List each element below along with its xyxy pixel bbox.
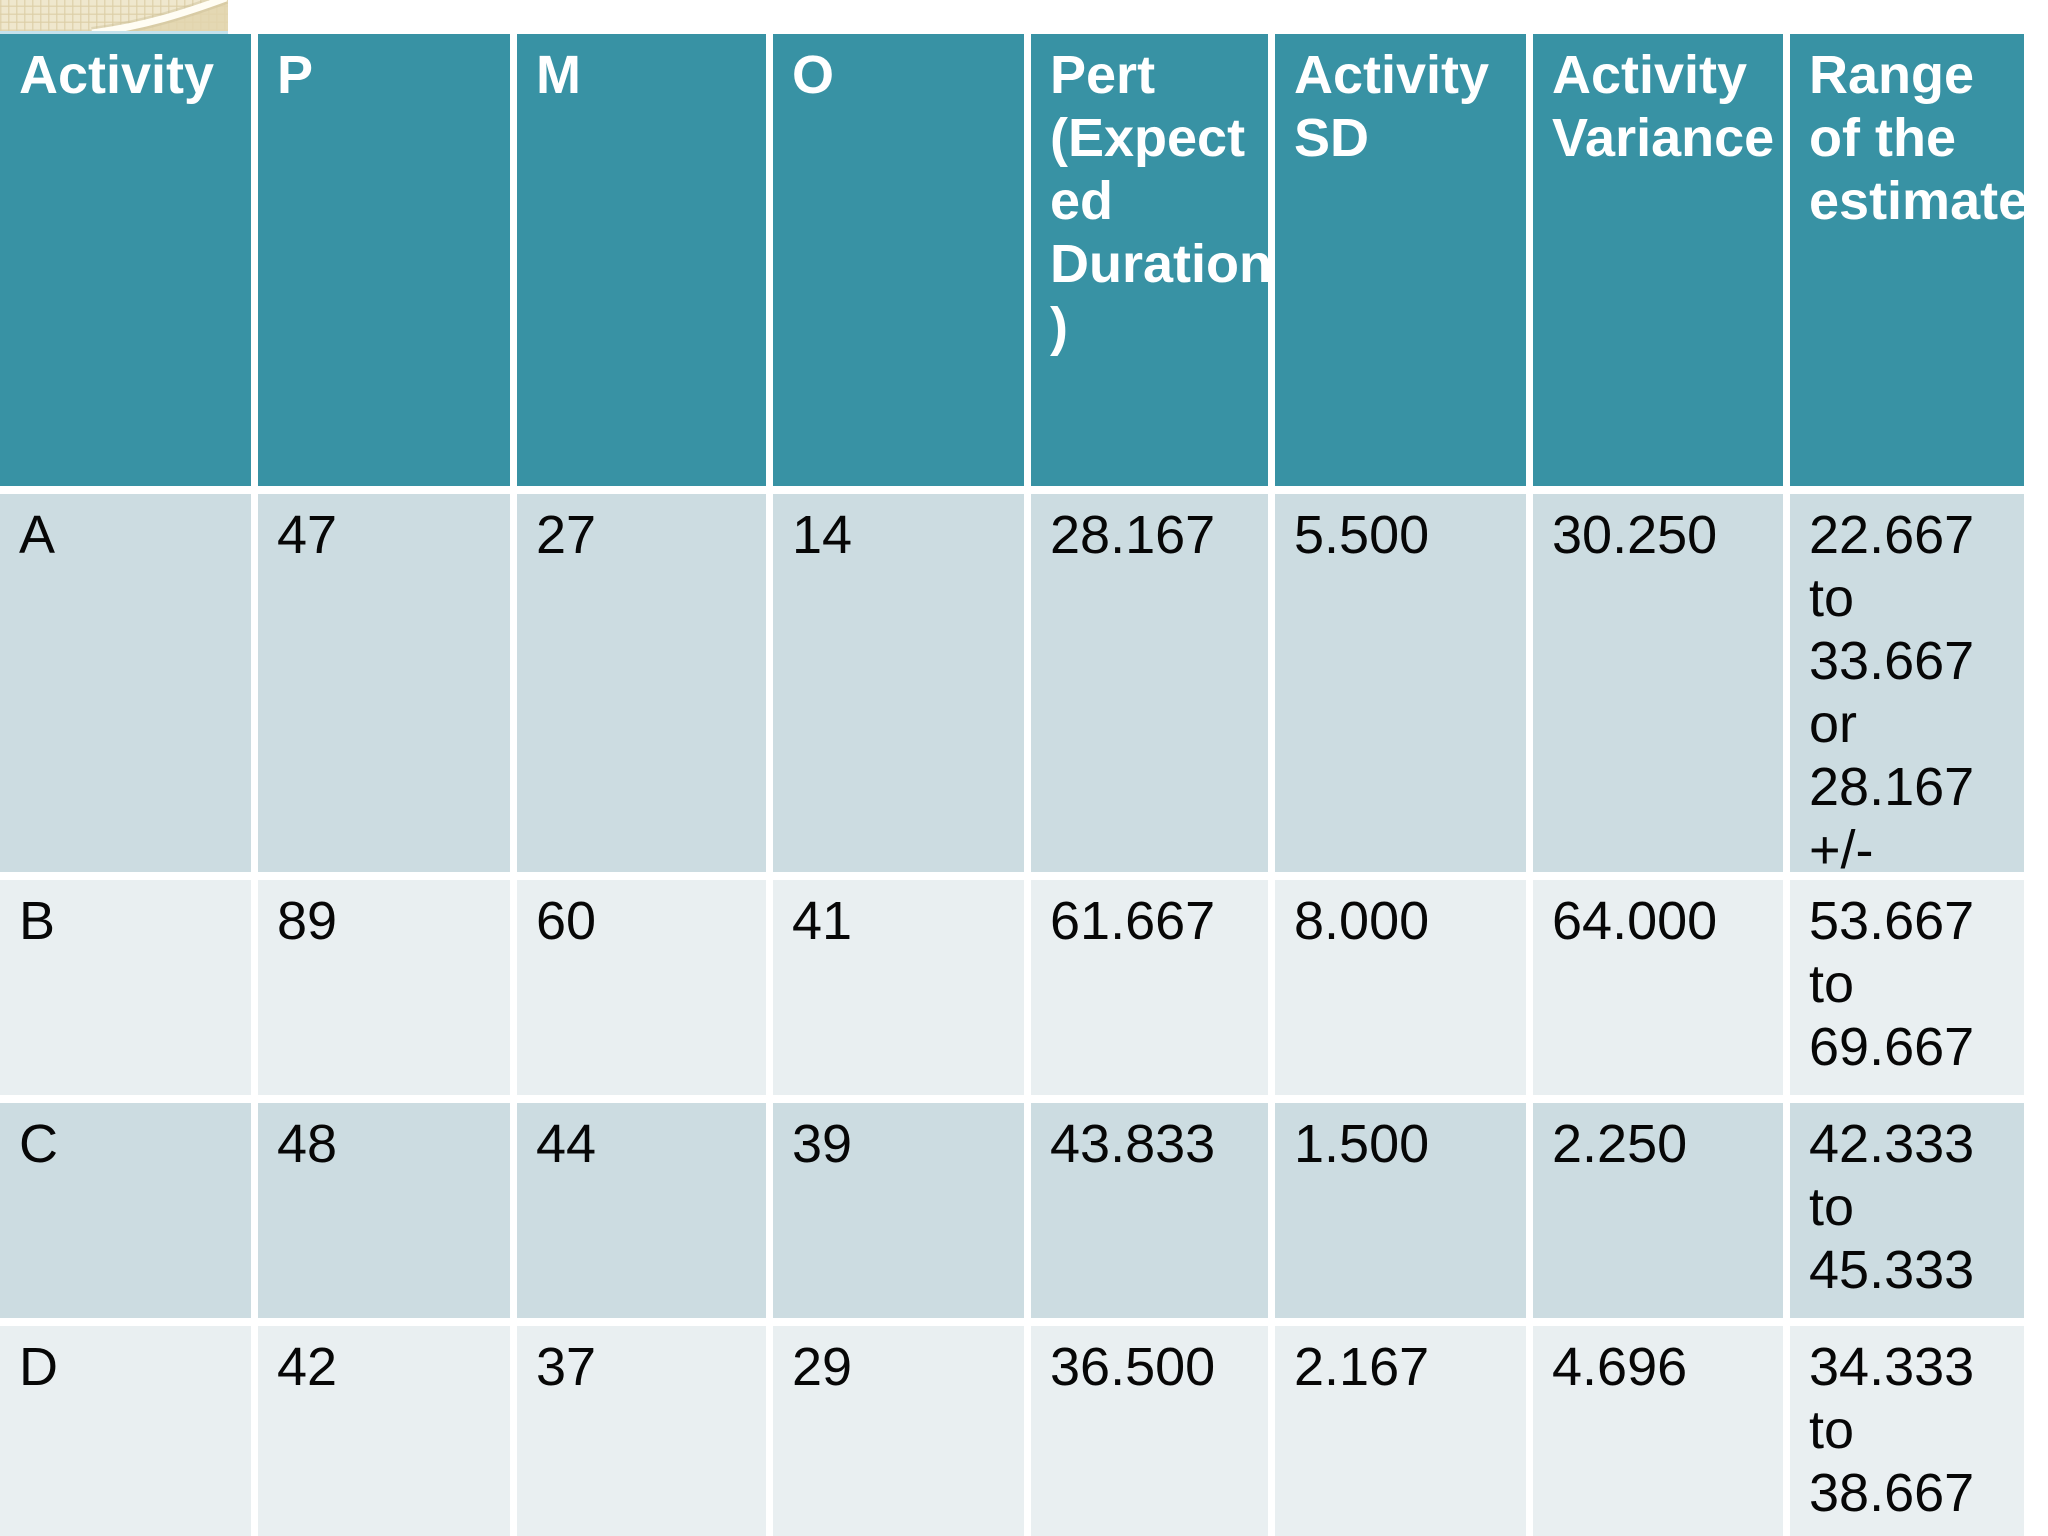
- header-cell-m: M: [517, 34, 766, 486]
- cell-C-range: 42.333 to 45.333: [1790, 1103, 2024, 1318]
- cell-A-range: 22.667 to 33.667 or 28.167 +/- 5.500: [1790, 494, 2024, 872]
- cell-A-m: 27: [517, 494, 766, 872]
- header-cell-o: O: [773, 34, 1024, 486]
- cell-D-activity-variance: 4.696: [1533, 1326, 1783, 1536]
- pert-estimate-table: Activity P M O Pert (Expect ed Duration …: [0, 34, 2024, 1536]
- header-cell-p: P: [258, 34, 510, 486]
- corner-swoosh-graphic: [91, 0, 228, 31]
- cell-B-o: 41: [773, 880, 1024, 1095]
- cell-B-range: 53.667 to 69.667: [1790, 880, 2024, 1095]
- cell-D-activity: D: [0, 1326, 251, 1536]
- cell-C-p: 48: [258, 1103, 510, 1318]
- cell-A-activity: A: [0, 494, 251, 872]
- cell-A-activity-sd: 5.500: [1275, 494, 1526, 872]
- cell-D-pert: 36.500: [1031, 1326, 1268, 1536]
- header-cell-range: Range of the estimate: [1790, 34, 2024, 486]
- cell-B-p: 89: [258, 880, 510, 1095]
- cell-D-range: 34.333 to 38.667: [1790, 1326, 2024, 1536]
- cell-C-pert: 43.833: [1031, 1103, 1268, 1318]
- cell-A-p: 47: [258, 494, 510, 872]
- cell-B-activity: B: [0, 880, 251, 1095]
- corner-theme-decoration: [0, 0, 228, 34]
- cell-A-activity-variance: 30.250: [1533, 494, 1783, 872]
- cell-B-activity-variance: 64.000: [1533, 880, 1783, 1095]
- header-cell-activity: Activity: [0, 34, 251, 486]
- cell-D-m: 37: [517, 1326, 766, 1536]
- cell-C-o: 39: [773, 1103, 1024, 1318]
- cell-B-activity-sd: 8.000: [1275, 880, 1526, 1095]
- header-cell-pert: Pert (Expect ed Duration ): [1031, 34, 1268, 486]
- cell-A-o: 14: [773, 494, 1024, 872]
- cell-B-pert: 61.667: [1031, 880, 1268, 1095]
- cell-B-m: 60: [517, 880, 766, 1095]
- header-cell-activity-variance: Activity Variance: [1533, 34, 1783, 486]
- cell-C-activity-sd: 1.500: [1275, 1103, 1526, 1318]
- cell-C-activity: C: [0, 1103, 251, 1318]
- cell-D-o: 29: [773, 1326, 1024, 1536]
- cell-D-activity-sd: 2.167: [1275, 1326, 1526, 1536]
- cell-C-m: 44: [517, 1103, 766, 1318]
- cell-A-pert: 28.167: [1031, 494, 1268, 872]
- cell-D-p: 42: [258, 1326, 510, 1536]
- cell-C-activity-variance: 2.250: [1533, 1103, 1783, 1318]
- header-cell-activity-sd: Activity SD: [1275, 34, 1526, 486]
